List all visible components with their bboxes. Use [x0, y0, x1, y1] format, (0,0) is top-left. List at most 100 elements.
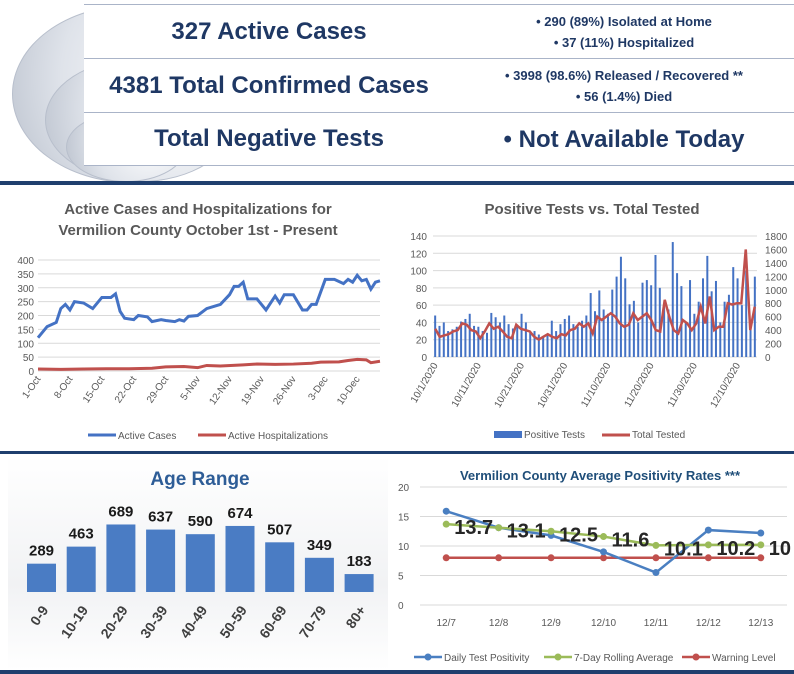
series-line-0 [36, 272, 381, 339]
x-tick-label: 11/30/2020 [666, 361, 700, 410]
x-tick-label: 3-Dec [306, 374, 330, 402]
age-bar [27, 563, 56, 592]
bar-positive-tests [550, 320, 553, 357]
bar-positive-tests [697, 301, 700, 357]
bar-value-label: 674 [227, 505, 253, 522]
chart-title: Age Range [150, 469, 249, 490]
bar-positive-tests [572, 324, 575, 357]
chart-title: Active Cases and Hospitalizations for [64, 201, 332, 218]
negative-tests-detail: • Not Available Today [503, 125, 745, 153]
data-point [704, 541, 712, 549]
x-tick-label: 10-Dec [335, 374, 363, 407]
bar-positive-tests [727, 294, 730, 357]
bar-positive-tests [490, 312, 493, 357]
chart-title: Positive Tests vs. Total Tested [484, 201, 699, 218]
bar-positive-tests [520, 313, 523, 357]
data-point [495, 554, 503, 562]
bar-positive-tests [611, 289, 614, 357]
age-category-label: 40-49 [177, 602, 211, 641]
active-cases-title: 327 Active Cases [171, 17, 367, 45]
age-category-label: 60-69 [256, 602, 290, 641]
y-tick-label: 400 [17, 256, 34, 267]
bar-positive-tests [671, 242, 674, 357]
x-tick-label: 12/11 [644, 618, 669, 629]
bar-value-label: 183 [347, 553, 372, 570]
bar-positive-tests [473, 325, 476, 357]
bar-value-label: 637 [148, 509, 173, 526]
age-category-label: 30-39 [137, 602, 171, 641]
chart-title: Vermilion County Average Positivity Rate… [460, 468, 741, 483]
data-point [652, 541, 660, 549]
age-bar [265, 542, 295, 592]
bar-positive-tests [740, 305, 743, 357]
positive-tests-chart: Positive Tests vs. Total Tested 0 20 40 60 80… [387, 186, 790, 450]
x-tick-label: 12/10 [591, 618, 616, 629]
bar-positive-tests [736, 278, 739, 357]
isolated-detail: • 290 (89%) Isolated at Home [536, 13, 712, 29]
x-tick-label: 19-Nov [239, 374, 267, 407]
total-cases-title: 4381 Total Confirmed Cases [109, 71, 429, 99]
data-point [757, 554, 765, 562]
y-tick-label: 0 [28, 367, 34, 378]
data-label: 12.5 [559, 524, 598, 546]
age-category-label: 10-19 [58, 602, 92, 641]
bar-positive-tests [624, 278, 627, 357]
age-range-chart: Age Range 289 0-9 463 10-19 689 20-29 637 30-39 5… [8, 456, 388, 670]
x-tick-label: 1-Oct [20, 374, 43, 401]
data-point [600, 533, 607, 541]
bar-positive-tests [434, 315, 437, 357]
data-point [757, 541, 765, 549]
bar-positive-tests [477, 326, 480, 357]
data-label: 10.1 [664, 538, 703, 560]
bar-positive-tests [689, 280, 692, 357]
x-tick-label: 10/1/2020 [409, 361, 441, 405]
x-tick-label: 8-Oct [52, 374, 75, 401]
bar-positive-tests [676, 273, 679, 357]
data-label: 11.6 [612, 530, 650, 552]
data-label: 10. [769, 538, 792, 560]
bar-positive-tests [537, 334, 540, 357]
x-tick-label: 10/21/2020 [493, 361, 528, 410]
bar-value-label: 349 [307, 537, 332, 554]
x-tick-label: 15-Oct [81, 374, 107, 405]
y-tick-label: 120 [410, 249, 427, 260]
age-bar [106, 524, 136, 592]
x-tick-label: 26-Nov [271, 374, 299, 407]
divider [0, 451, 794, 454]
age-category-label: 20-29 [97, 602, 131, 641]
bar-positive-tests [749, 322, 752, 357]
bar-positive-tests [468, 313, 471, 357]
bar-positive-tests [546, 335, 549, 357]
data-point [652, 569, 660, 577]
legend-label: Positive Tests [524, 430, 585, 441]
x-tick-label: 12/9 [541, 618, 561, 629]
age-category-label: 0-9 [27, 602, 52, 628]
bar-positive-tests [529, 332, 532, 357]
total-tested-line [434, 249, 756, 341]
bar-positive-tests [516, 326, 519, 357]
age-category-label: 70-79 [296, 602, 330, 641]
bar-positive-tests [486, 332, 488, 357]
x-tick-label: 11/10/2020 [579, 361, 613, 410]
data-label: 13.1 [507, 521, 546, 543]
y2-tick-label: 200 [765, 340, 782, 351]
age-bar [304, 557, 334, 592]
y-tick-label: 15 [398, 513, 410, 524]
y2-tick-label: 400 [765, 326, 782, 337]
x-tick-label: 11/20/2020 [623, 361, 657, 410]
y2-tick-label: 0 [765, 353, 771, 364]
negative-tests-title: Total Negative Tests [154, 125, 384, 152]
x-tick-label: 12/7 [436, 618, 456, 629]
bar-positive-tests [589, 293, 592, 357]
data-point [547, 554, 555, 562]
bar-positive-tests [585, 315, 588, 357]
hospitalized-detail: • 37 (11%) Hospitalized [553, 34, 695, 50]
y-tick-label: 150 [17, 325, 34, 336]
bar-value-label: 463 [69, 526, 94, 543]
bar-positive-tests [511, 328, 514, 357]
bar-positive-tests [723, 301, 726, 357]
chart-title: Vermilion County October 1st - Present [58, 222, 337, 239]
bar-positive-tests [606, 313, 609, 357]
bar-positive-tests [498, 322, 501, 357]
data-point [547, 527, 555, 535]
